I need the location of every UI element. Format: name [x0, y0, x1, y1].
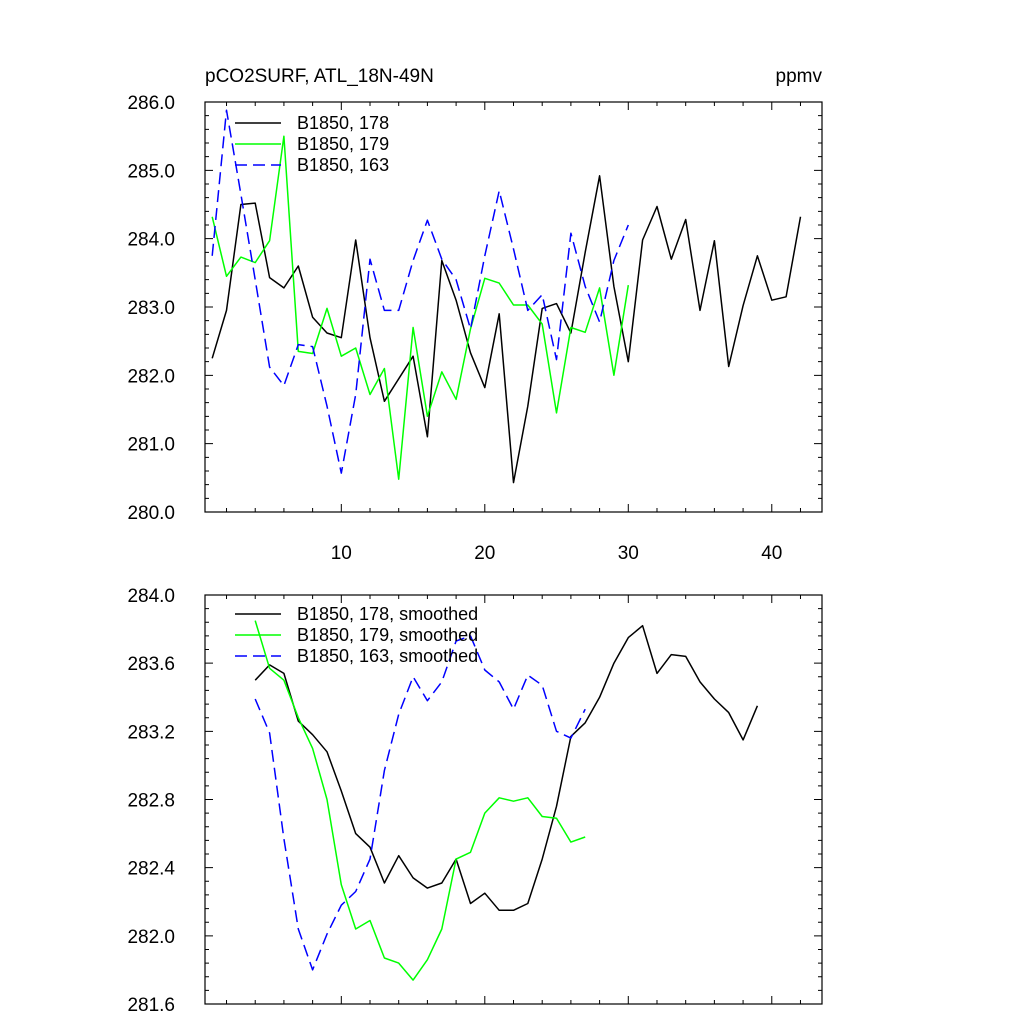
top-y-tick-label: 285.0	[127, 161, 175, 182]
top-series-line-3	[211, 109, 629, 474]
top-x-tick-label: 40	[761, 543, 782, 564]
top-y-tick-label: 280.0	[127, 503, 175, 524]
bottom-y-tick-label: 282.8	[127, 791, 175, 812]
bottom-plot-lines	[254, 620, 759, 981]
top-series-line-2	[211, 135, 630, 480]
bottom-series-line-2	[254, 620, 586, 981]
top-y-tick-label: 286.0	[127, 93, 175, 114]
top-legend-label-1: B1850, 178	[297, 113, 389, 133]
bottom-legend-label-1: B1850, 178, smoothed	[297, 604, 478, 624]
bottom-series-line-3	[254, 635, 586, 971]
top-axis-labels: 280.0 281.0 282.0 283.0 284.0 285.0 286.0 10 20 3…	[127, 93, 782, 564]
top-plot-lines	[211, 109, 802, 484]
bottom-tick-marks	[205, 594, 822, 1005]
top-axis-ticks	[205, 101, 822, 513]
bottom-y-tick-label: 281.6	[127, 995, 175, 1016]
top-x-tick-label: 10	[331, 543, 352, 564]
top-legend-label-2: B1850, 179	[297, 134, 389, 154]
top-chart-title: pCO2SURF, ATL_18N-49N	[205, 66, 434, 87]
top-x-tick-label: 20	[474, 543, 495, 564]
top-series-line-1	[211, 175, 802, 484]
bottom-y-tick-label: 284.0	[127, 586, 175, 607]
bottom-axis-ticks	[205, 594, 822, 1005]
top-y-tick-label: 284.0	[127, 230, 175, 251]
bottom-legend-label-2: B1850, 179, smoothed	[297, 625, 478, 645]
bottom-series-line-1	[254, 624, 759, 912]
top-y-tick-label: 281.0	[127, 435, 175, 456]
bottom-axis-labels: 281.6 282.0 282.4 282.8 283.2 283.6 284.0	[127, 586, 175, 1016]
bottom-legend-label-3: B1850, 163, smoothed	[297, 646, 478, 666]
bottom-y-tick-label: 283.2	[127, 722, 175, 743]
top-chart-units: ppmv	[776, 66, 823, 87]
top-panel: 280.0 281.0 282.0 283.0 284.0 285.0 286.0 10 20 3…	[127, 66, 823, 564]
bottom-y-tick-label: 283.6	[127, 654, 175, 675]
top-y-tick-label: 283.0	[127, 298, 175, 319]
top-tick-marks	[205, 101, 822, 513]
bottom-y-tick-label: 282.4	[127, 859, 175, 880]
bottom-panel: 281.6 282.0 282.4 282.8 283.2 283.6 284.0 B185…	[127, 586, 823, 1016]
top-legend-label-3: B1850, 163	[297, 155, 389, 175]
top-y-tick-label: 282.0	[127, 366, 175, 387]
top-x-tick-label: 30	[618, 543, 639, 564]
bottom-y-tick-label: 282.0	[127, 927, 175, 948]
